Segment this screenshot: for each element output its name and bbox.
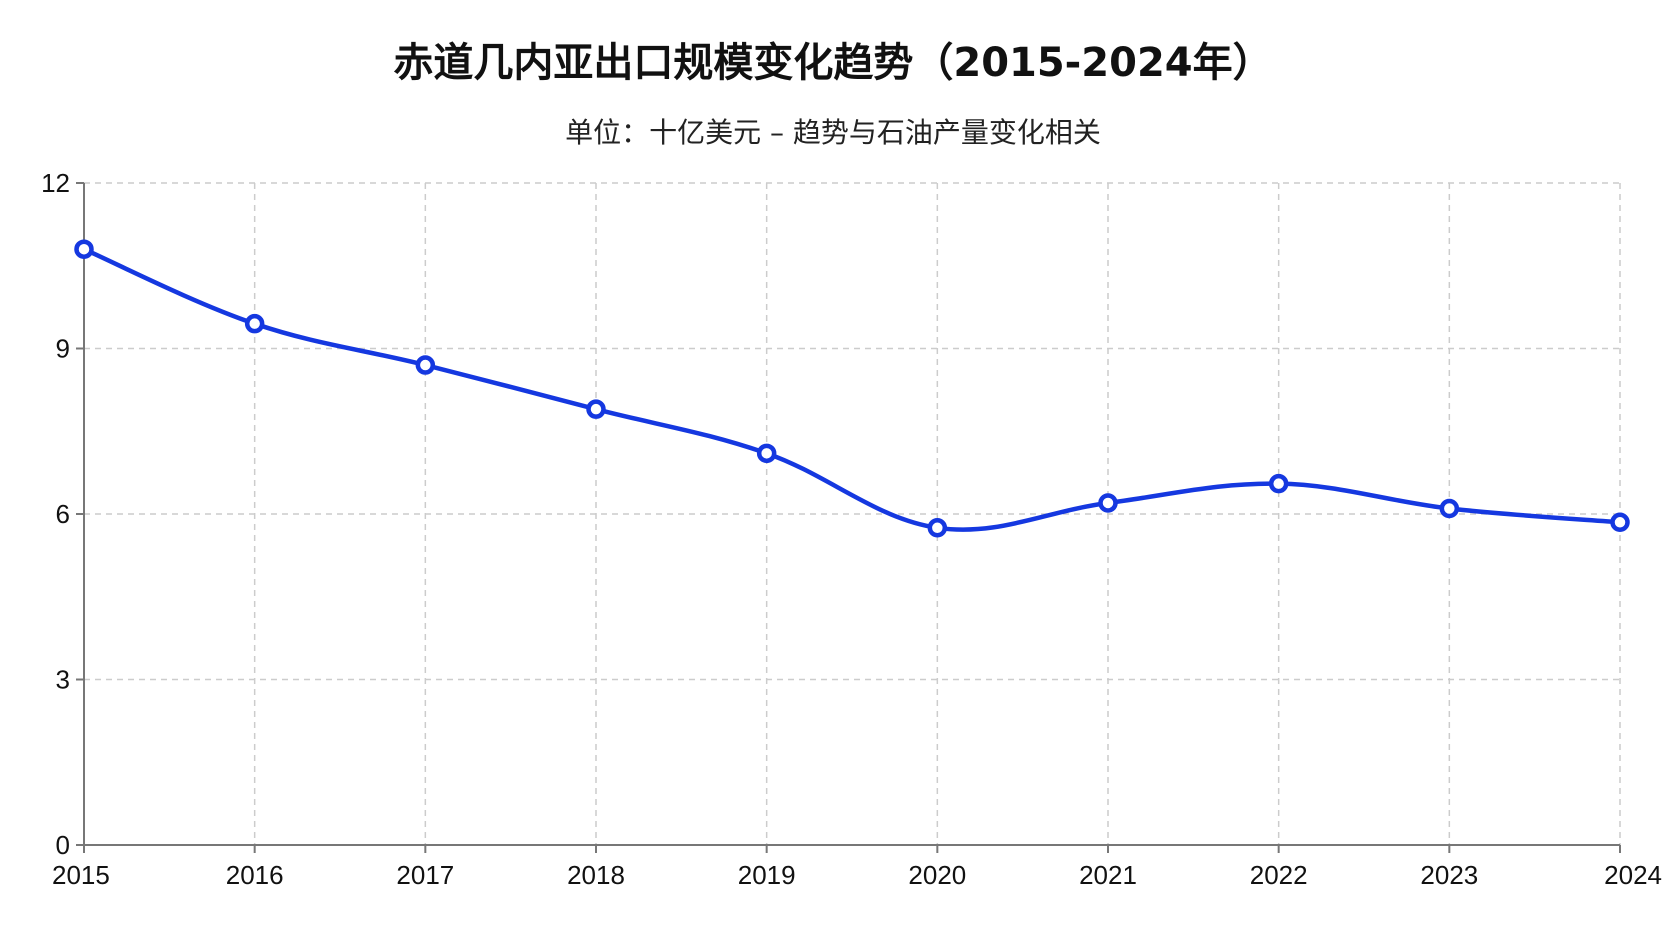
x-tick-label: 2017 bbox=[396, 860, 454, 890]
data-point-2020 bbox=[927, 518, 948, 538]
x-tick-label: 2015 bbox=[52, 860, 110, 890]
data-point-2017 bbox=[415, 355, 436, 375]
series-line bbox=[81, 246, 1623, 532]
axes bbox=[76, 182, 1621, 853]
data-point-2023 bbox=[1439, 498, 1460, 519]
data-point-2019 bbox=[756, 443, 777, 464]
data-point-2021 bbox=[1098, 493, 1118, 513]
chart-title: 赤道几内亚出口规模变化趋势（2015-2024年） bbox=[393, 40, 1272, 86]
x-tick-label: 2022 bbox=[1250, 860, 1308, 890]
y-tick-label: 0 bbox=[56, 830, 70, 860]
x-tick-label: 2020 bbox=[908, 860, 966, 890]
chart-subtitle: 单位：十亿美元 – 趋势与石油产量变化相关 bbox=[565, 116, 1101, 149]
y-tick-label: 6 bbox=[56, 499, 70, 529]
x-tick-label: 2016 bbox=[226, 860, 284, 890]
data-point-2018 bbox=[586, 399, 606, 419]
x-tick-label: 2019 bbox=[738, 860, 796, 890]
x-tick-label: 2023 bbox=[1420, 860, 1478, 890]
y-tick-label: 9 bbox=[56, 334, 70, 364]
y-tick-label: 12 bbox=[41, 168, 70, 198]
x-tick-label: 2024 bbox=[1604, 860, 1662, 890]
x-tick-label: 2021 bbox=[1079, 860, 1137, 890]
data-point-2015 bbox=[74, 239, 94, 259]
tick-labels: 0 3 6 9 12 2015 2016 2017 2018 2019 2020 2021 2022 20… bbox=[41, 168, 1662, 890]
data-point-2024 bbox=[1610, 512, 1630, 533]
grid bbox=[84, 182, 1621, 845]
y-tick-label: 3 bbox=[56, 665, 70, 695]
data-point-2016 bbox=[244, 313, 265, 334]
series bbox=[74, 239, 1630, 538]
data-point-2022 bbox=[1268, 473, 1289, 494]
x-tick-label: 2018 bbox=[567, 860, 625, 890]
